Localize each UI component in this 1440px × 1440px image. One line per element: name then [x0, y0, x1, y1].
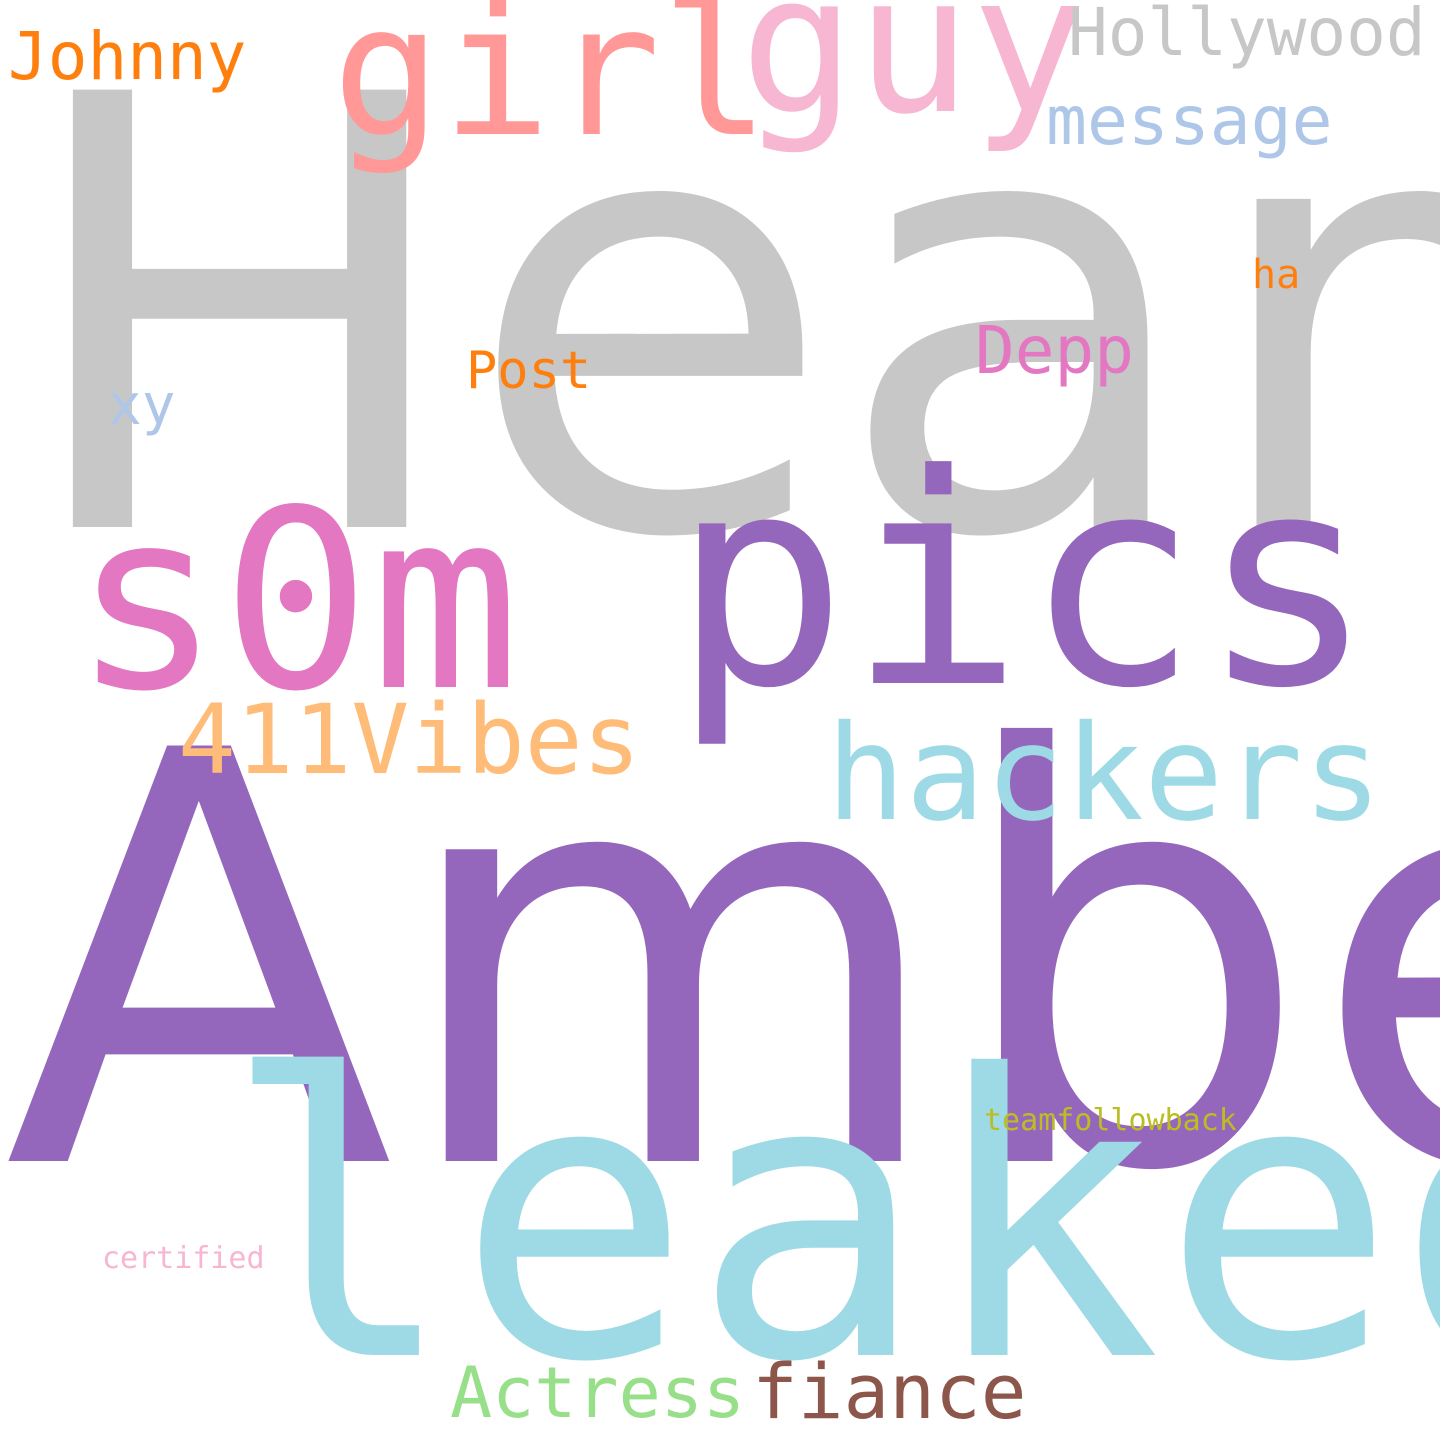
word-message: message	[1046, 82, 1333, 161]
word-teamfollowback: teamfollowback	[984, 1103, 1237, 1138]
word-hackers: hackers	[826, 697, 1383, 851]
word-ha: ha	[1252, 252, 1301, 298]
word-xy: xy	[108, 373, 176, 438]
word-heard: Heard	[14, 0, 1440, 669]
word-certified: certified	[102, 1241, 265, 1276]
word-411vibes: 411Vibes	[178, 684, 641, 796]
word-actress: Actress	[450, 1352, 746, 1434]
word-depp: Depp	[975, 312, 1134, 389]
word-guy: guy	[740, 0, 1087, 157]
word-johnny: Johnny	[8, 18, 247, 95]
word-girl: girl	[332, 0, 771, 177]
word-leaked: leaked	[222, 993, 1440, 1440]
word-post: Post	[466, 341, 592, 401]
word-hollywood: Hollywood	[1068, 0, 1426, 71]
word-pics: pics	[672, 412, 1376, 752]
word-amber: Amber	[4, 633, 1440, 1296]
word-s0m: s0m	[72, 458, 520, 746]
word-fiance: fiance	[752, 1347, 1027, 1436]
